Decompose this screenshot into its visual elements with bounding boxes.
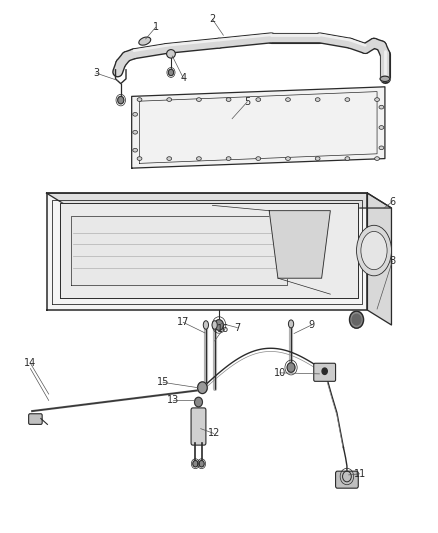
Text: 8: 8 xyxy=(389,256,396,266)
Ellipse shape xyxy=(226,157,231,160)
Circle shape xyxy=(194,397,202,407)
Ellipse shape xyxy=(379,146,384,150)
Text: 6: 6 xyxy=(389,197,396,207)
Circle shape xyxy=(118,96,124,104)
Text: 5: 5 xyxy=(244,96,251,107)
Ellipse shape xyxy=(374,98,379,101)
Ellipse shape xyxy=(139,37,151,45)
Ellipse shape xyxy=(197,98,201,101)
Text: 16: 16 xyxy=(217,324,230,334)
Ellipse shape xyxy=(288,320,293,328)
Ellipse shape xyxy=(133,131,138,134)
FancyBboxPatch shape xyxy=(336,471,358,488)
Circle shape xyxy=(287,363,295,372)
Circle shape xyxy=(322,368,327,374)
Ellipse shape xyxy=(226,98,231,101)
Ellipse shape xyxy=(345,157,350,160)
Text: 13: 13 xyxy=(166,395,179,406)
Text: 11: 11 xyxy=(353,469,366,479)
FancyBboxPatch shape xyxy=(28,414,42,424)
Ellipse shape xyxy=(137,157,142,160)
Circle shape xyxy=(193,461,198,467)
Ellipse shape xyxy=(345,98,350,101)
Ellipse shape xyxy=(357,225,392,276)
Text: 17: 17 xyxy=(177,317,189,327)
Circle shape xyxy=(352,314,361,325)
Ellipse shape xyxy=(256,98,261,101)
Ellipse shape xyxy=(212,321,217,329)
Ellipse shape xyxy=(286,98,290,101)
Polygon shape xyxy=(269,211,330,278)
Text: 4: 4 xyxy=(180,73,186,83)
Ellipse shape xyxy=(379,259,384,268)
Ellipse shape xyxy=(167,157,172,160)
Ellipse shape xyxy=(256,157,261,160)
Ellipse shape xyxy=(379,106,384,109)
Text: 3: 3 xyxy=(93,68,99,78)
Text: 7: 7 xyxy=(234,322,240,333)
Polygon shape xyxy=(46,193,367,310)
Text: 9: 9 xyxy=(308,320,314,330)
Circle shape xyxy=(343,471,351,482)
Ellipse shape xyxy=(315,157,320,160)
Circle shape xyxy=(199,461,204,467)
Text: 10: 10 xyxy=(274,368,286,378)
Polygon shape xyxy=(367,193,392,325)
Ellipse shape xyxy=(380,76,390,82)
Ellipse shape xyxy=(286,157,290,160)
Ellipse shape xyxy=(197,157,201,160)
Polygon shape xyxy=(132,87,385,168)
Circle shape xyxy=(198,382,207,393)
Circle shape xyxy=(350,311,364,328)
FancyBboxPatch shape xyxy=(314,364,336,381)
Ellipse shape xyxy=(166,50,175,58)
Ellipse shape xyxy=(361,231,387,270)
Text: 14: 14 xyxy=(24,358,36,368)
Ellipse shape xyxy=(137,98,142,101)
Circle shape xyxy=(168,69,173,76)
Polygon shape xyxy=(46,193,392,208)
Text: 1: 1 xyxy=(152,22,159,33)
Text: 15: 15 xyxy=(157,377,170,387)
Polygon shape xyxy=(71,216,287,285)
Ellipse shape xyxy=(167,98,172,101)
Text: 12: 12 xyxy=(208,429,220,439)
FancyBboxPatch shape xyxy=(191,408,206,445)
Ellipse shape xyxy=(374,157,379,160)
Ellipse shape xyxy=(133,112,138,116)
Circle shape xyxy=(215,320,223,330)
Polygon shape xyxy=(60,203,358,298)
Ellipse shape xyxy=(133,148,138,152)
Ellipse shape xyxy=(379,126,384,130)
Ellipse shape xyxy=(203,321,208,329)
Text: 2: 2 xyxy=(209,14,215,25)
Ellipse shape xyxy=(315,98,320,101)
